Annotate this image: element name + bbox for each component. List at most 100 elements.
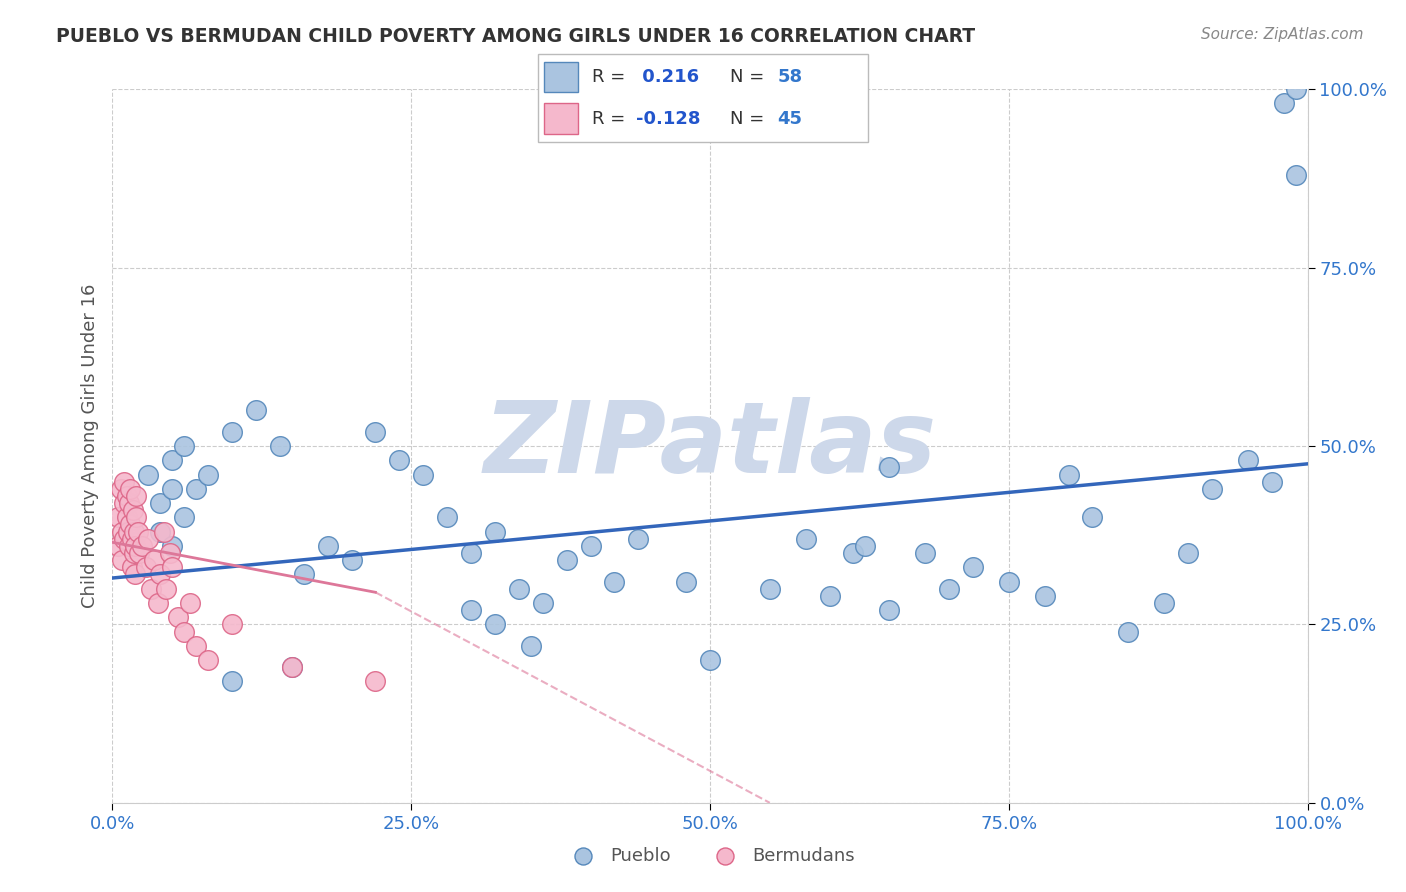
Point [162,482,183,496]
Point [998,574,1021,589]
Point [162,453,183,467]
Point [125,510,148,524]
Point [167,610,190,624]
Point [173,624,195,639]
Point [149,524,172,539]
Point [842,546,865,560]
Text: Source: ZipAtlas.com: Source: ZipAtlas.com [1201,27,1364,42]
Point [138,532,160,546]
Point [115,489,138,503]
Point [155,582,177,596]
Text: 0.216: 0.216 [636,68,699,86]
Point [759,582,782,596]
Text: R =: R = [592,68,631,86]
Point [1201,482,1223,496]
Point [1081,510,1104,524]
Text: 45: 45 [778,110,803,128]
Point [1272,96,1295,111]
Point [197,467,219,482]
Point [221,617,243,632]
Point [460,546,482,560]
FancyBboxPatch shape [537,54,869,142]
Point [794,532,817,546]
Point [364,674,387,689]
Point [149,567,172,582]
Point [118,539,141,553]
Legend: Pueblo, Bermudans: Pueblo, Bermudans [558,840,862,872]
Point [603,574,626,589]
Point [107,539,129,553]
Point [269,439,291,453]
Point [143,553,166,567]
Point [120,517,142,532]
Point [699,653,721,667]
Point [531,596,554,610]
Point [122,524,145,539]
Text: -0.128: -0.128 [636,110,700,128]
Point [281,660,304,674]
Point [173,510,195,524]
Point [111,553,134,567]
Point [173,439,195,453]
Text: 58: 58 [778,68,803,86]
Point [124,567,146,582]
Point [127,524,149,539]
Point [412,467,434,482]
Point [146,596,169,610]
Point [938,582,960,596]
Point [1033,589,1056,603]
Point [484,617,506,632]
Point [388,453,411,467]
Text: ZIPatlas: ZIPatlas [484,398,936,494]
Point [114,532,135,546]
Point [962,560,984,574]
Point [186,482,208,496]
Point [1118,624,1140,639]
Bar [544,103,578,134]
Point [1057,467,1080,482]
Point [162,539,183,553]
Point [121,532,143,546]
Point [221,425,243,439]
Point [436,510,458,524]
Point [579,539,602,553]
Point [675,574,697,589]
Point [162,560,183,574]
Point [139,582,162,596]
Point [125,489,148,503]
Point [114,475,135,489]
Text: N =: N = [730,68,770,86]
Point [914,546,936,560]
Point [138,467,160,482]
Point [118,496,141,510]
Point [186,639,208,653]
Text: PUEBLO VS BERMUDAN CHILD POVERTY AMONG GIRLS UNDER 16 CORRELATION CHART: PUEBLO VS BERMUDAN CHILD POVERTY AMONG G… [56,27,976,45]
Point [1153,596,1175,610]
Point [245,403,267,417]
Point [879,603,901,617]
Point [340,553,363,567]
Point [1237,453,1260,467]
Point [111,524,134,539]
Point [221,674,243,689]
Point [520,639,543,653]
Point [508,582,530,596]
Text: N =: N = [730,110,770,128]
Point [107,510,129,524]
Point [121,560,143,574]
Point [292,567,315,582]
Y-axis label: Child Poverty Among Girls Under 16: Child Poverty Among Girls Under 16 [80,284,98,608]
Point [120,482,142,496]
Point [131,539,153,553]
Point [818,589,841,603]
Point [110,482,132,496]
Point [364,425,387,439]
Point [122,546,145,560]
Point [149,496,172,510]
Point [555,553,578,567]
Point [1261,475,1284,489]
Point [197,653,219,667]
Point [179,596,201,610]
Point [281,660,304,674]
Point [117,524,139,539]
